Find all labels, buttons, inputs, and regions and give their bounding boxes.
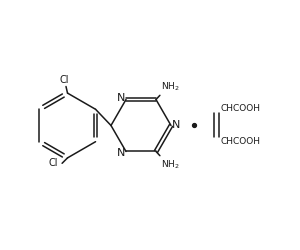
Text: CHCOOH: CHCOOH [220,137,260,146]
Text: N: N [172,120,181,130]
Text: Cl: Cl [60,75,69,85]
Text: NH$_2$: NH$_2$ [161,158,180,170]
Text: NH$_2$: NH$_2$ [161,80,180,93]
Text: N: N [116,93,125,103]
Text: N: N [116,148,125,158]
Text: Cl: Cl [49,158,58,168]
Text: CHCOOH: CHCOOH [220,104,260,113]
